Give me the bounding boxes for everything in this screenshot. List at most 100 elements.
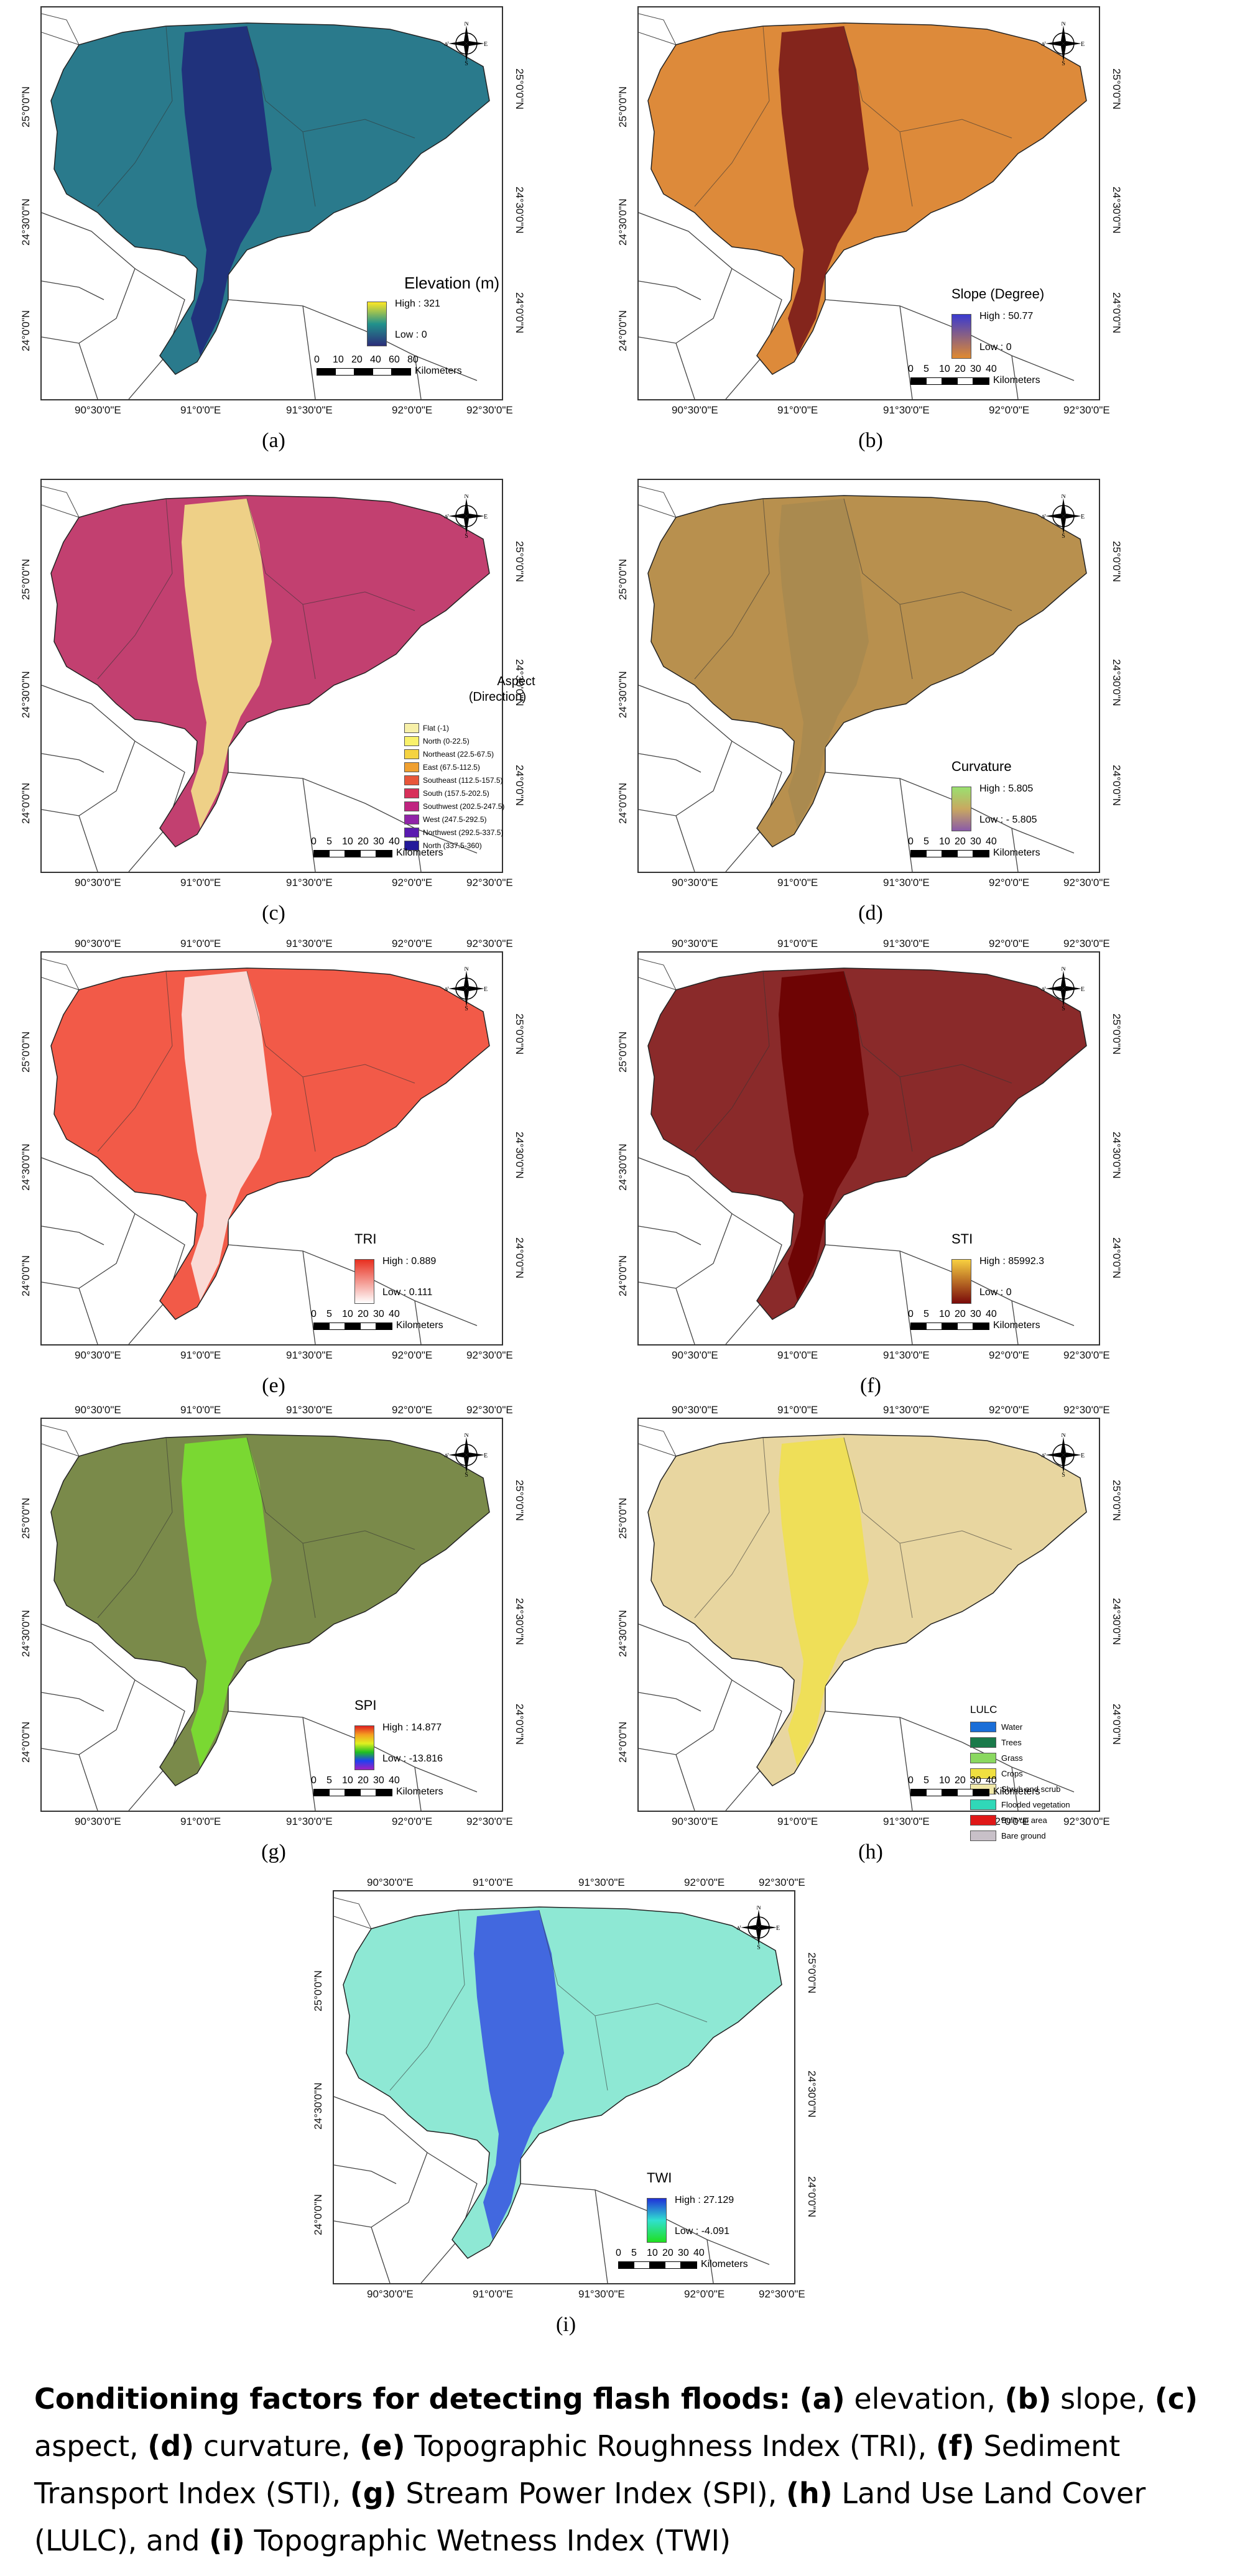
lon-tick-label: 91°30'0"E: [883, 877, 930, 889]
district-boundaries: [639, 1157, 1075, 1344]
central-highland-band: [779, 499, 869, 828]
legend-class-label: Built-up area: [1001, 1816, 1047, 1825]
study-area-region: [343, 1906, 782, 2259]
compass-rose-icon: N S W E: [443, 1432, 488, 1479]
map-canvas: [639, 1424, 1087, 1811]
map-canvas: [42, 13, 490, 399]
legend-swatch: [404, 722, 419, 733]
scale-tick-label: 0: [311, 836, 317, 847]
lat-tick-label: 24°0'0"N: [20, 1255, 32, 1296]
lat-tick-label-right: 25°0'0"N: [514, 1013, 525, 1055]
scale-segment: [329, 1789, 346, 1796]
svg-text:E: E: [1081, 41, 1085, 48]
legend-high-value: High : 321: [395, 298, 440, 309]
scale-tick-label: 0: [908, 1309, 914, 1319]
legend-class-label: Trees: [1001, 1738, 1022, 1747]
svg-text:N: N: [464, 967, 468, 972]
legend-low-value: Low : 0: [979, 1287, 1012, 1298]
caption-text: Topographic Wetness Index (TWI): [244, 2524, 731, 2557]
lat-tick-label-right: 25°0'0"N: [514, 68, 525, 110]
central-highland-band: [182, 499, 272, 828]
legend-swatch: [970, 1737, 996, 1748]
legend-class-label: Shrub and scrub: [1001, 1784, 1061, 1794]
scale-unit-label: Kilometers: [701, 2259, 748, 2269]
legend-swatch: [970, 1830, 996, 1841]
scale-tick-label: 10: [342, 836, 353, 847]
scale-tick-label: 10: [342, 1775, 353, 1786]
scale-segment: [926, 377, 943, 385]
lat-tick-label-right: 24°0'0"N: [806, 2176, 818, 2218]
panel-letter: (g): [261, 1840, 286, 1863]
lat-tick-label-right: 25°0'0"N: [806, 1952, 818, 1994]
lat-tick-label-right: 24°30'0"N: [514, 1598, 525, 1645]
lon-tick-label: 91°0'0"E: [180, 1349, 221, 1361]
svg-text:W: W: [445, 986, 449, 993]
svg-text:W: W: [445, 41, 449, 48]
caption-tag: (e): [359, 2429, 405, 2463]
caption-text: elevation,: [845, 2382, 1005, 2416]
lat-tick-label-right: 25°0'0"N: [1111, 68, 1122, 110]
lon-tick-label: 92°30'0"E: [466, 404, 513, 416]
legend-class-item: Bare ground: [970, 1828, 1070, 1844]
lon-tick-label: 92°0'0"E: [392, 877, 433, 889]
scale-tick-label: 30: [373, 1775, 384, 1786]
lat-tick-label: 24°30'0"N: [312, 2082, 324, 2130]
lon-tick-label: 91°30'0"E: [286, 1349, 333, 1361]
study-area-region: [50, 495, 490, 847]
scale-segment: [391, 368, 411, 376]
caption-tag: (a): [799, 2382, 845, 2416]
scale-segment: [618, 2261, 635, 2269]
legend-title: Curvature: [951, 759, 1012, 774]
lon-tick-label: 90°30'0"E: [672, 877, 718, 889]
caption-lead: Conditioning factors for detecting flash…: [34, 2382, 790, 2416]
lat-tick-label: 25°0'0"N: [617, 86, 629, 127]
scale-tick-label: 0: [908, 836, 914, 847]
lon-tick-label: 92°30'0"E: [466, 1816, 513, 1827]
lat-tick-label: 24°0'0"N: [617, 310, 629, 351]
lat-tick-label: 24°0'0"N: [312, 2194, 324, 2235]
study-area-region: [647, 495, 1087, 847]
lat-tick-label: 24°30'0"N: [617, 198, 629, 246]
svg-text:E: E: [1081, 514, 1085, 520]
legend-class-item: East (67.5-112.5): [404, 760, 504, 773]
svg-text:S: S: [465, 1472, 468, 1477]
scale-segment: [313, 1789, 330, 1796]
lon-tick-label-top: 91°0'0"E: [180, 1404, 221, 1416]
map-frame: [40, 951, 503, 1346]
legend-class-item: Crops: [970, 1766, 1070, 1781]
lat-tick-label-right: 24°30'0"N: [1111, 187, 1122, 234]
lon-tick-label: 92°0'0"E: [989, 877, 1030, 889]
lon-tick-label: 91°30'0"E: [286, 877, 333, 889]
scale-tick-label: 0: [311, 1775, 317, 1786]
compass-rose-icon: N S W E: [443, 21, 488, 67]
lat-tick-label: 24°30'0"N: [20, 1610, 32, 1657]
lon-tick-label-top: 91°0'0"E: [777, 938, 818, 949]
svg-text:S: S: [757, 1944, 761, 1949]
map-canvas: [639, 486, 1087, 872]
map-frame: [40, 479, 503, 873]
lat-tick-label-right: 25°0'0"N: [514, 1480, 525, 1521]
compass-rose-icon: N S W E: [443, 493, 488, 540]
scale-segment: [329, 850, 346, 857]
lon-tick-label-top: 92°30'0"E: [759, 1877, 805, 1888]
scale-tick-label: 5: [326, 1775, 332, 1786]
scale-tick-label: 5: [923, 364, 929, 374]
lon-tick-label: 92°0'0"E: [392, 1349, 433, 1361]
legend-title: Slope (Degree): [951, 286, 1045, 302]
scale-segment: [973, 850, 989, 857]
lon-tick-label: 90°30'0"E: [672, 1349, 718, 1361]
scale-segment: [942, 377, 958, 385]
map-frame: [637, 6, 1100, 400]
lon-tick-label: 91°0'0"E: [180, 1816, 221, 1827]
scale-tick-label: 30: [970, 364, 981, 374]
scale-segment: [317, 368, 336, 376]
map-frame: [637, 479, 1100, 873]
panel-letter: (i): [555, 2313, 576, 2336]
caption-tag: (h): [786, 2477, 833, 2510]
lat-tick-label-right: 24°30'0"N: [1111, 659, 1122, 706]
lat-tick-label-right: 24°0'0"N: [1111, 1704, 1122, 1745]
scale-segment: [360, 850, 377, 857]
legend-class-item: Water: [970, 1719, 1070, 1735]
scale-segment: [329, 1323, 346, 1330]
svg-text:W: W: [445, 514, 449, 520]
